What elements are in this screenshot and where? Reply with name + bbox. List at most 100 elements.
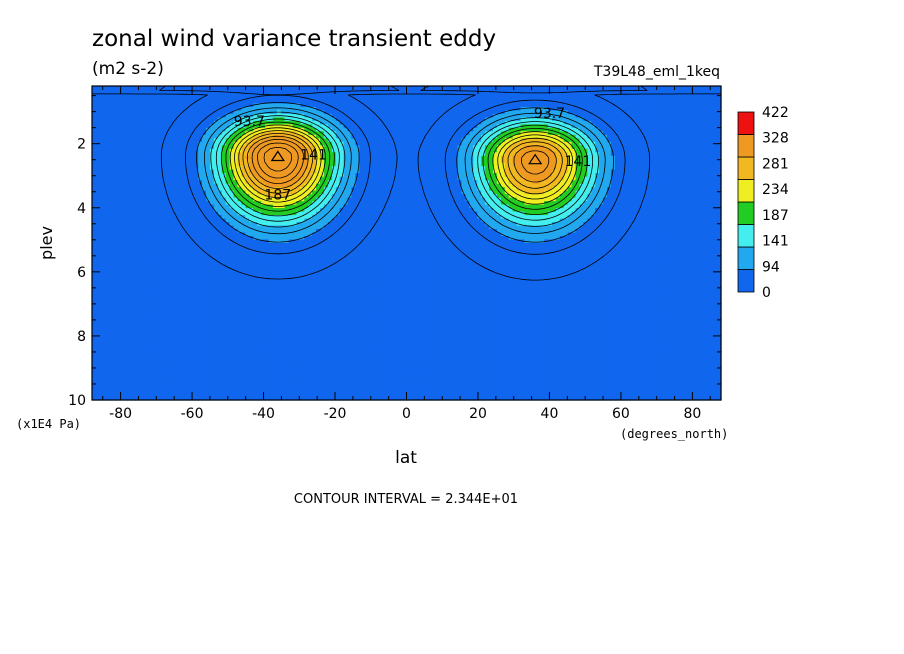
field-cell	[312, 86, 317, 91]
field-cell	[147, 148, 152, 153]
field-cell	[154, 173, 160, 178]
field-cell	[587, 162, 592, 167]
field-cell	[445, 183, 451, 188]
field-cell	[646, 159, 651, 164]
field-cell	[449, 145, 455, 150]
field-cell	[622, 92, 628, 98]
field-cell	[540, 120, 545, 125]
field-cell	[477, 92, 482, 98]
field-cell	[520, 92, 526, 98]
field-cell	[453, 190, 459, 195]
field-cell	[241, 134, 246, 139]
field-cell	[457, 155, 463, 160]
field-cell	[697, 152, 702, 157]
field-cell	[465, 190, 470, 195]
field-cell	[437, 176, 443, 181]
field-cell	[587, 187, 592, 192]
field-cell	[532, 173, 537, 178]
field-cell	[717, 131, 722, 136]
field-cell	[626, 169, 632, 174]
field-cell	[406, 138, 412, 143]
field-cell	[268, 127, 274, 132]
field-cell	[453, 120, 459, 125]
field-cell	[646, 145, 651, 150]
field-cell	[713, 152, 718, 157]
field-cell	[119, 124, 125, 129]
field-cell	[323, 96, 329, 101]
field-cell	[500, 86, 506, 91]
field-cell	[567, 113, 573, 118]
field-cell	[355, 86, 360, 91]
field-cell	[571, 106, 577, 112]
field-cell	[630, 173, 636, 178]
field-cell	[489, 103, 494, 108]
field-cell	[190, 145, 195, 150]
field-cell	[528, 190, 533, 195]
field-cell	[571, 173, 577, 178]
field-cell	[107, 190, 113, 195]
field-cell	[367, 152, 372, 157]
field-cell	[272, 96, 278, 101]
field-cell	[111, 138, 117, 143]
field-cell	[665, 117, 671, 122]
field-cell	[284, 166, 290, 171]
field-cell	[500, 92, 506, 98]
field-cell	[150, 187, 156, 192]
field-cell	[559, 89, 565, 94]
field-cell	[249, 148, 254, 153]
field-cell	[131, 141, 136, 146]
field-cell	[473, 86, 478, 91]
field-cell	[402, 134, 408, 139]
field-cell	[284, 176, 290, 181]
field-cell	[398, 106, 404, 112]
field-cell	[516, 166, 522, 171]
field-cell	[658, 131, 663, 136]
field-cell	[587, 117, 592, 122]
field-cell	[634, 103, 640, 108]
field-cell	[213, 190, 219, 195]
field-cell	[606, 110, 612, 115]
field-cell	[131, 180, 136, 185]
field-cell	[351, 103, 356, 108]
field-cell	[426, 110, 431, 115]
field-cell	[92, 194, 97, 199]
field-cell	[253, 190, 258, 195]
field-cell	[398, 124, 404, 129]
field-cell	[524, 99, 529, 105]
field-cell	[296, 106, 301, 112]
field-cell	[528, 162, 533, 167]
field-cell	[622, 124, 628, 129]
field-cell	[489, 96, 494, 101]
field-cell	[437, 99, 443, 105]
field-cell	[402, 103, 408, 108]
field-cell	[158, 169, 164, 174]
field-cell	[512, 92, 518, 98]
field-cell	[492, 99, 498, 105]
field-cell	[213, 169, 219, 174]
field-cell	[618, 131, 624, 136]
field-cell	[162, 103, 168, 108]
field-cell	[312, 110, 317, 115]
field-cell	[225, 103, 231, 108]
field-cell	[186, 155, 191, 160]
field-cell	[508, 155, 514, 160]
field-cell	[630, 180, 636, 185]
field-cell	[127, 187, 132, 192]
field-cell	[371, 113, 376, 118]
field-cell	[658, 166, 663, 171]
field-cell	[669, 173, 675, 178]
field-cell	[371, 155, 376, 160]
field-cell	[445, 159, 451, 164]
field-cell	[202, 169, 207, 174]
field-cell	[237, 169, 242, 174]
field-cell	[241, 176, 246, 181]
field-cell	[237, 155, 242, 160]
field-cell	[520, 159, 526, 164]
field-cell	[154, 131, 160, 136]
field-cell	[312, 92, 317, 98]
field-cell	[685, 145, 691, 150]
field-cell	[638, 131, 643, 136]
field-cell	[276, 124, 282, 129]
field-cell	[249, 169, 254, 174]
field-cell	[662, 99, 667, 105]
